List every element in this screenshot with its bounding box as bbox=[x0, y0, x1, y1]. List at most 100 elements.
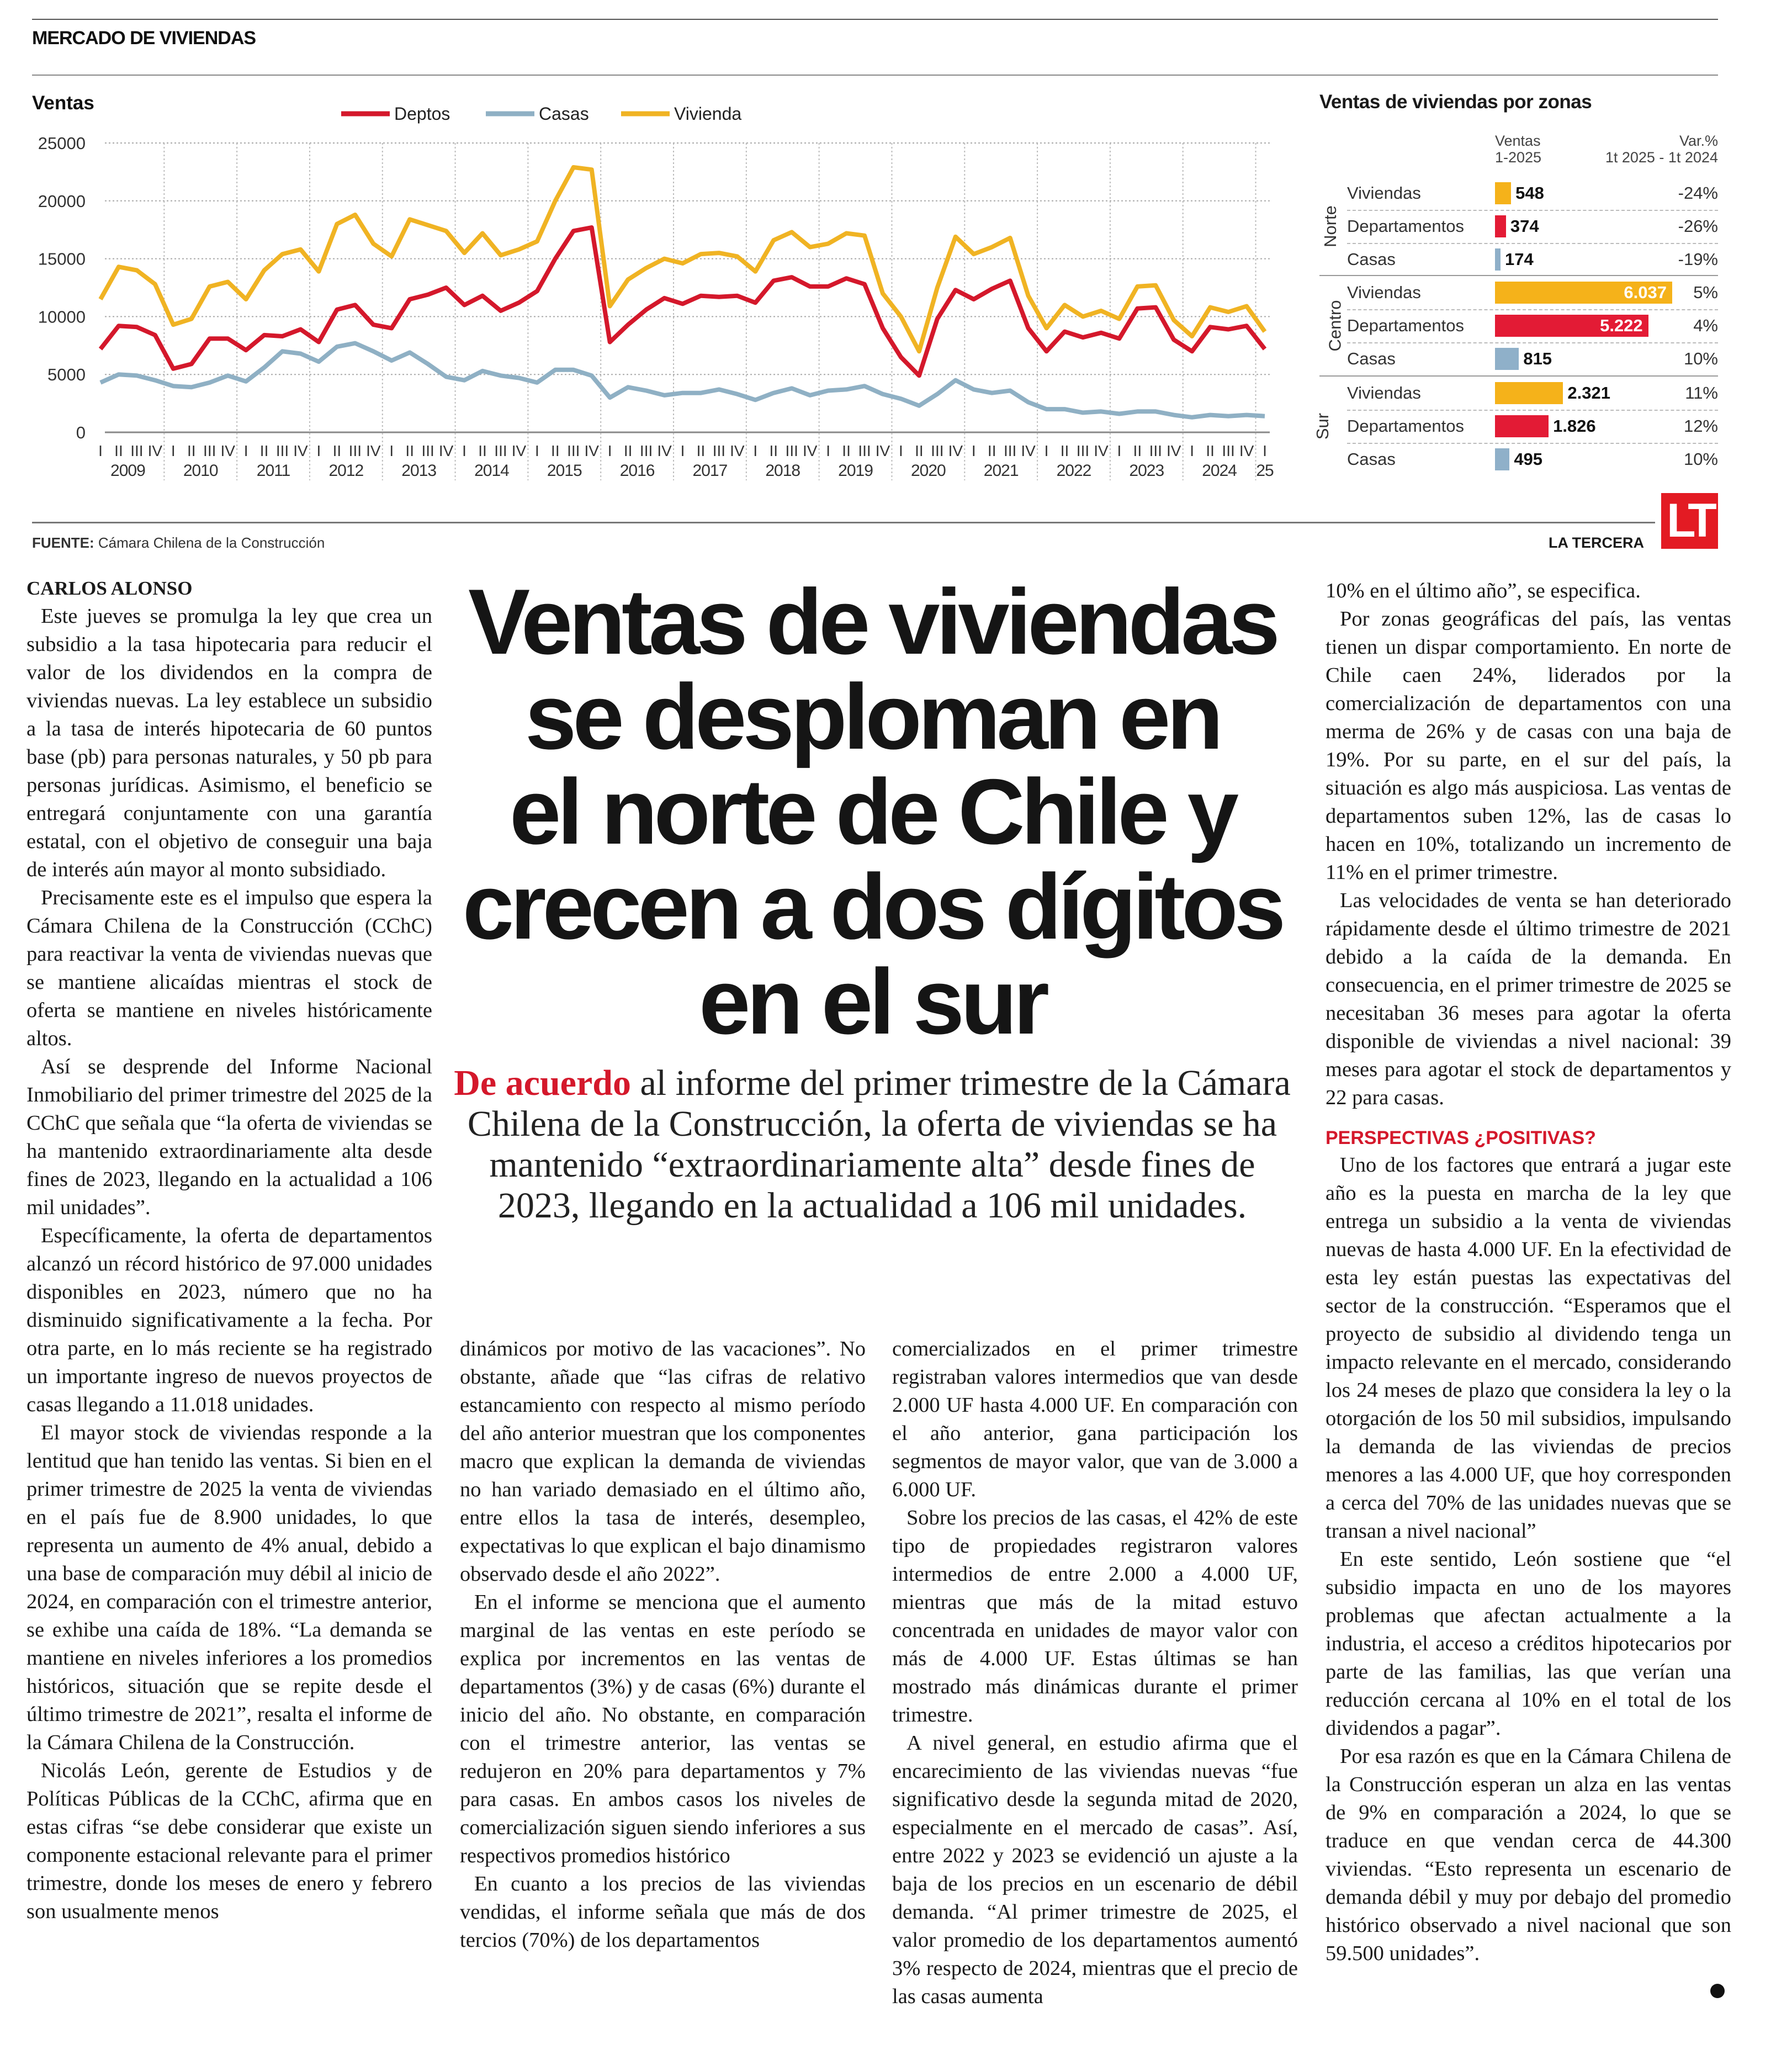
legend-label-casas: Casas bbox=[539, 104, 589, 124]
quarter-tick-label: IV bbox=[293, 442, 308, 459]
zones-col-var: Var.% 1t 2025 - 1t 2024 bbox=[1605, 133, 1718, 166]
value-bar bbox=[1495, 448, 1510, 470]
quarter-tick-label: II bbox=[114, 442, 123, 459]
quarter-tick-label: II bbox=[769, 442, 778, 459]
row-label: Viviendas bbox=[1347, 183, 1421, 203]
row-label: Casas bbox=[1347, 349, 1396, 368]
value-bar bbox=[1495, 315, 1648, 337]
quarter-tick-label: IV bbox=[512, 442, 527, 459]
paragraph: Uno de los factores que entrará a jugar … bbox=[1326, 1153, 1731, 1543]
paragraph: comercializados en el primer trimestre r… bbox=[892, 1337, 1298, 1501]
y-tick-label: 10000 bbox=[38, 307, 86, 326]
quarter-tick-label: I bbox=[1117, 442, 1121, 459]
quarter-tick-label: II bbox=[405, 442, 414, 459]
row-value: 174 bbox=[1505, 250, 1534, 269]
year-tick-label: 2013 bbox=[401, 462, 436, 480]
zone-label-norte: Norte bbox=[1320, 205, 1340, 247]
col-ventas-line2: 1-2025 bbox=[1495, 149, 1542, 166]
quarter-tick-label: I bbox=[389, 442, 394, 459]
zone-row: Viviendas 548 -24% bbox=[1347, 177, 1718, 211]
zones-title: Ventas de viviendas por zonas bbox=[1319, 91, 1592, 113]
row-variation: 12% bbox=[1683, 416, 1718, 436]
paragraph: A nivel general, en estudio afirma que e… bbox=[892, 1731, 1298, 2008]
quarter-tick-label: I bbox=[98, 442, 103, 459]
quarter-tick-label: I bbox=[317, 442, 321, 459]
quarter-tick-label: I bbox=[535, 442, 539, 459]
quarter-tick-label: I bbox=[1263, 442, 1267, 459]
year-tick-label: 2018 bbox=[765, 462, 800, 480]
value-bar bbox=[1495, 248, 1501, 271]
quarter-tick-label: III bbox=[1004, 442, 1016, 459]
deck: De acuerdo al informe del primer trimest… bbox=[453, 1063, 1292, 1226]
year-tick-label: 2015 bbox=[547, 462, 582, 480]
quarter-tick-label: III bbox=[1077, 442, 1089, 459]
row-label: Casas bbox=[1347, 250, 1396, 269]
row-variation: 4% bbox=[1693, 316, 1718, 335]
quarter-tick-label: IV bbox=[585, 442, 600, 459]
article-column-2: dinámicos por motivo de las vacaciones”.… bbox=[460, 1335, 866, 1955]
quarter-tick-label: II bbox=[697, 442, 706, 459]
legend-label-deptos: Deptos bbox=[394, 104, 450, 124]
year-tick-label: 25 bbox=[1256, 462, 1274, 480]
col-var-line2: 1t 2025 - 1t 2024 bbox=[1605, 149, 1718, 166]
quarter-tick-label: I bbox=[462, 442, 466, 459]
value-bar bbox=[1495, 382, 1563, 404]
year-tick-label: 2012 bbox=[328, 462, 363, 480]
year-tick-label: 2023 bbox=[1129, 462, 1164, 480]
value-bar bbox=[1495, 282, 1672, 304]
paragraph: En cuanto a los precios de las viviendas… bbox=[460, 1872, 866, 1952]
quarter-tick-label: II bbox=[1206, 442, 1215, 459]
row-value: 1.826 bbox=[1553, 416, 1596, 436]
quarter-tick-label: III bbox=[494, 442, 507, 459]
quarter-tick-label: III bbox=[567, 442, 580, 459]
quarter-tick-label: II bbox=[624, 442, 633, 459]
quarter-tick-label: III bbox=[1222, 442, 1234, 459]
year-tick-label: 2016 bbox=[620, 462, 655, 480]
quarter-tick-label: IV bbox=[1094, 442, 1109, 459]
quarter-tick-label: I bbox=[681, 442, 685, 459]
end-mark-icon bbox=[1710, 1984, 1725, 1998]
paragraph: El mayor stock de viviendas responde a l… bbox=[26, 1421, 432, 1754]
y-tick-label: 0 bbox=[76, 423, 86, 442]
quarter-tick-label: IV bbox=[803, 442, 818, 459]
year-tick-label: 2019 bbox=[838, 462, 873, 480]
year-tick-label: 2010 bbox=[183, 462, 218, 480]
row-label: Departamentos bbox=[1347, 416, 1464, 436]
quarter-tick-label: III bbox=[421, 442, 434, 459]
zones-col-ventas: Ventas 1-2025 bbox=[1495, 133, 1541, 166]
row-value: 5.222 bbox=[1600, 316, 1643, 335]
article-column-3: comercializados en el primer trimestre r… bbox=[892, 1335, 1298, 2011]
headline: Ventas de viviendas se desploman en el n… bbox=[431, 574, 1314, 1049]
y-tick-label: 15000 bbox=[38, 250, 86, 269]
quarter-tick-label: III bbox=[130, 442, 143, 459]
series-line-deptos bbox=[98, 225, 1267, 378]
paragraph: Por esa razón es que en la Cámara Chilen… bbox=[1326, 1745, 1731, 1965]
quarter-tick-label: III bbox=[931, 442, 943, 459]
article-column-1: CARLOS ALONSO Este jueves se promulga la… bbox=[26, 574, 432, 1926]
brand-name: LA TERCERA bbox=[1549, 534, 1644, 551]
quarter-tick-label: IV bbox=[1021, 442, 1036, 459]
row-value: 815 bbox=[1523, 349, 1552, 368]
quarter-tick-label: II bbox=[187, 442, 196, 459]
quarter-tick-label: IV bbox=[876, 442, 890, 459]
quarter-tick-label: IV bbox=[148, 442, 163, 459]
zone-label-centro: Centro bbox=[1325, 300, 1345, 352]
paragraph: dinámicos por motivo de las vacaciones”.… bbox=[460, 1337, 866, 1586]
row-variation: 11% bbox=[1685, 383, 1718, 402]
quarter-tick-label: II bbox=[1061, 442, 1069, 459]
paragraph: Así se desprende del Informe Nacional In… bbox=[26, 1055, 432, 1219]
headline-line: se desploman en bbox=[524, 665, 1223, 769]
quarter-tick-label: III bbox=[349, 442, 362, 459]
row-variation: 10% bbox=[1683, 349, 1718, 368]
quarter-tick-label: IV bbox=[948, 442, 963, 459]
paragraph: Nicolás León, gerente de Estudios y de P… bbox=[26, 1759, 432, 1923]
row-variation: -19% bbox=[1678, 250, 1718, 269]
headline-line: Ventas de viviendas bbox=[468, 570, 1280, 674]
paragraph: Precisamente este es el impulso que espe… bbox=[26, 886, 432, 1050]
series-line-casas bbox=[99, 341, 1265, 420]
legend-label-vivienda: Vivienda bbox=[674, 104, 741, 124]
zone-row: Departamentos 1.826 12% bbox=[1347, 410, 1718, 444]
header-rule bbox=[32, 75, 1718, 76]
row-value: 548 bbox=[1515, 183, 1544, 203]
row-value: 374 bbox=[1510, 216, 1539, 236]
